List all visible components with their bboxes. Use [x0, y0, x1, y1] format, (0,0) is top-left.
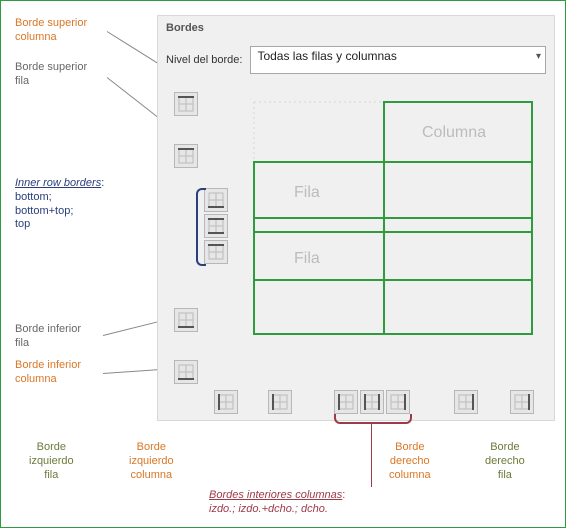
btn-border-left-row[interactable]: [214, 390, 238, 414]
label-inner-cols-title: Bordes interiores columnas: [209, 489, 342, 501]
btn-border-col-right[interactable]: [386, 390, 410, 414]
preview-svg: [244, 94, 542, 342]
panel-title: Bordes: [166, 22, 204, 34]
btn-border-top-row[interactable]: [174, 144, 198, 168]
border-preview: Columna Fila Fila: [244, 94, 542, 342]
btn-border-bottom-row[interactable]: [174, 308, 198, 332]
label-top-row: Borde superior fila: [15, 61, 87, 89]
btn-border-right-row[interactable]: [510, 390, 534, 414]
level-row: Nivel del borde: Todas las filas y colum…: [166, 46, 546, 74]
borders-panel: Bordes Nivel del borde: Todas las filas …: [157, 15, 555, 421]
preview-column-label: Columna: [422, 124, 486, 142]
label-bottom-row: Borde inferior fila: [15, 323, 81, 351]
label-inner-rows: Inner row borders:bottom; bottom+top; to…: [15, 177, 104, 232]
level-label: Nivel del borde:: [166, 54, 242, 66]
level-combobox-value: Todas las filas y columnas: [257, 49, 396, 63]
label-inner-cols: Bordes interiores columnas:izdo.; izdo.+…: [209, 489, 345, 517]
btn-border-top-column[interactable]: [174, 92, 198, 116]
label-inner-rows-title: Inner row borders: [15, 177, 101, 189]
btn-border-row-top[interactable]: [204, 240, 228, 264]
btn-border-bottom-column[interactable]: [174, 360, 198, 384]
label-left-row: Borde izquierdo fila: [29, 441, 74, 482]
btn-border-row-bottom[interactable]: [204, 188, 228, 212]
brace-inner-cols: [334, 414, 412, 424]
preview-row-label-2: Fila: [294, 250, 320, 268]
label-inner-cols-body: izdo.; izdo.+dcho.; dcho.: [209, 503, 328, 515]
preview-row-label-1: Fila: [294, 184, 320, 202]
btn-border-col-both[interactable]: [360, 390, 384, 414]
label-right-col: Borde derecho columna: [389, 441, 431, 482]
label-inner-rows-body: bottom; bottom+top; top: [15, 191, 73, 231]
level-combobox[interactable]: Todas las filas y columnas ▾: [250, 46, 546, 74]
brace-inner-rows: [196, 188, 206, 266]
label-top-col: Borde superior columna: [15, 17, 87, 45]
figure-frame: Borde superior columna Borde superior fi…: [0, 0, 566, 528]
btn-border-col-left[interactable]: [334, 390, 358, 414]
chevron-down-icon: ▾: [536, 51, 541, 62]
btn-border-left-column[interactable]: [268, 390, 292, 414]
btn-border-right-column[interactable]: [454, 390, 478, 414]
label-right-row: Borde derecho fila: [485, 441, 525, 482]
label-left-col: Borde izquierdo columna: [129, 441, 174, 482]
btn-border-row-both[interactable]: [204, 214, 228, 238]
label-bottom-col: Borde inferior columna: [15, 359, 81, 387]
